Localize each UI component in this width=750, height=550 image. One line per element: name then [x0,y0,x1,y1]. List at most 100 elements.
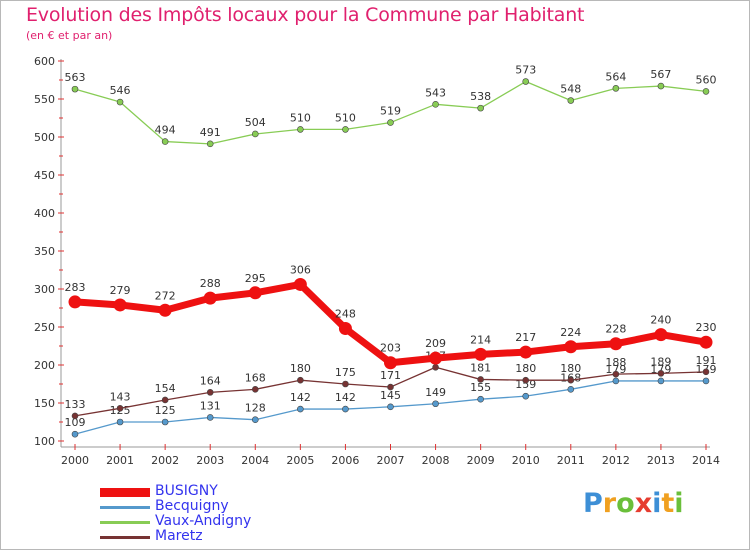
logo-letter: P [583,488,603,519]
data-point-maretz [71,412,79,420]
data-point-becquigny [432,400,439,408]
x-tick-label: 2003 [196,454,224,467]
data-point-busigny [654,328,668,342]
data-label-vaux-andigny: 491 [200,126,221,139]
data-label-becquigny: 142 [335,391,356,404]
legend-swatch [100,506,150,509]
data-point-busigny [519,345,533,359]
data-label-maretz: 180 [515,362,536,375]
logo-letter: t [661,488,675,519]
data-label-maretz: 164 [200,374,221,387]
x-tick-label: 2001 [106,454,134,467]
data-point-busigny [158,303,172,317]
legend-label: Becquigny [155,498,229,514]
data-point-maretz [387,383,394,391]
data-point-vaux-andigny [702,88,710,95]
x-tick-label: 2006 [331,454,359,467]
data-label-busigny: 288 [200,277,221,290]
logo-letter: i [674,488,684,519]
data-label-busigny: 240 [650,314,671,327]
data-point-busigny [338,322,352,336]
data-point-busigny [474,347,488,361]
x-tick-label: 2002 [151,454,179,467]
data-point-maretz [567,376,575,384]
data-point-becquigny [206,414,214,421]
data-point-becquigny [297,405,304,413]
legend-label: Maretz [155,528,203,544]
legend-label: BUSIGNY [155,483,218,499]
data-point-becquigny [657,377,665,385]
data-point-becquigny [251,416,259,424]
data-point-maretz [522,376,530,384]
x-tick-label: 2000 [61,454,89,467]
data-point-maretz [612,370,620,378]
data-point-becquigny [522,392,530,400]
data-label-maretz: 154 [155,382,176,395]
data-label-vaux-andigny: 510 [290,111,311,124]
data-label-busigny: 230 [696,321,717,334]
data-label-busigny: 217 [515,331,536,344]
data-point-maretz [116,405,124,412]
data-point-becquigny [342,405,349,413]
data-point-vaux-andigny [477,104,484,112]
data-label-vaux-andigny: 548 [560,83,581,96]
data-label-busigny: 283 [65,281,86,294]
data-point-vaux-andigny [567,97,575,104]
data-point-becquigny [612,377,620,385]
data-point-vaux-andigny [657,82,665,90]
data-label-maretz: 143 [110,390,131,403]
data-label-vaux-andigny: 573 [515,64,536,77]
proxiti-logo: Proxiti [583,488,684,519]
data-point-vaux-andigny [522,78,530,85]
x-tick-label: 2014 [692,454,720,467]
data-label-becquigny: 145 [380,389,401,402]
logo-letter: o [616,488,635,519]
legend-swatch [100,536,150,539]
data-point-becquigny [702,377,710,385]
data-label-busigny: 248 [335,308,356,321]
data-point-maretz [297,376,304,384]
data-label-becquigny: 131 [200,399,221,412]
data-point-maretz [477,376,484,383]
data-point-becquigny [71,430,79,438]
x-tick-label: 2008 [422,454,450,467]
data-label-vaux-andigny: 494 [155,124,176,137]
data-point-busigny [68,295,82,309]
data-label-busigny: 209 [425,337,446,350]
data-label-becquigny: 125 [155,404,176,417]
data-label-maretz: 133 [65,398,86,411]
x-tick-label: 2013 [647,454,675,467]
data-label-vaux-andigny: 543 [425,86,446,99]
data-label-busigny: 224 [560,326,581,339]
data-label-becquigny: 159 [515,378,536,391]
data-label-busigny: 279 [110,284,131,297]
data-point-busigny [248,286,262,300]
data-label-busigny: 203 [380,342,401,355]
data-point-busigny [113,298,127,312]
data-label-vaux-andigny: 510 [335,111,356,124]
y-tick-label: 100 [34,435,55,448]
data-point-maretz [251,386,259,393]
data-point-vaux-andigny [206,140,214,148]
data-label-becquigny: 142 [290,391,311,404]
data-point-busigny [429,351,443,365]
data-point-busigny [203,291,217,305]
data-label-vaux-andigny: 567 [650,68,671,81]
data-point-becquigny [477,395,484,403]
data-label-maretz: 171 [380,369,401,382]
data-label-maretz: 168 [245,371,266,384]
data-point-maretz [342,380,349,388]
data-label-busigny: 228 [605,323,626,336]
data-label-vaux-andigny: 519 [380,105,401,118]
data-label-becquigny: 109 [65,416,86,429]
data-label-busigny: 306 [290,263,311,276]
legend-label: Vaux-Andigny [155,513,252,529]
data-point-busigny [384,356,397,370]
data-point-vaux-andigny [612,85,620,92]
data-label-vaux-andigny: 560 [696,73,717,86]
logo-letter: x [634,488,653,519]
data-label-vaux-andigny: 546 [110,84,131,97]
y-tick-label: 500 [34,131,55,144]
